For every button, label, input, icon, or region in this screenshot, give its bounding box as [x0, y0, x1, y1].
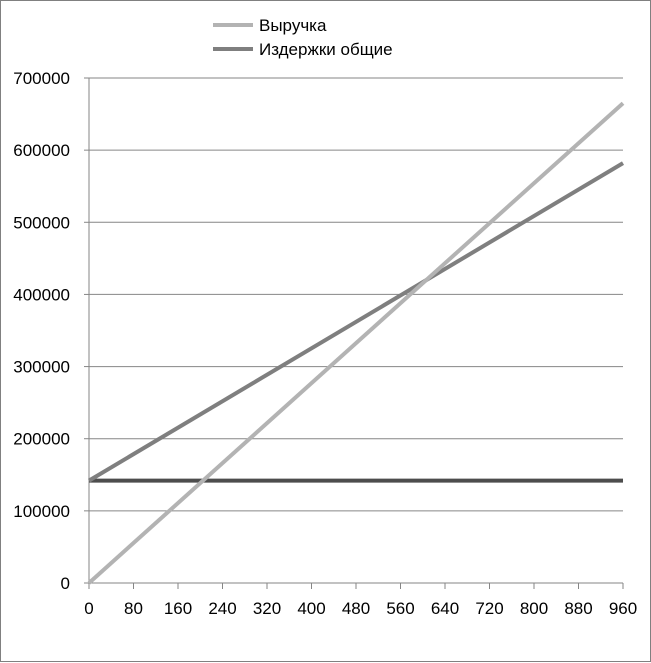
series-lines	[87, 101, 625, 585]
x-tick-labels: 0 80 160 240 320 400 480 560 640 720 800 880 960	[84, 599, 637, 618]
x-tick-label: 160	[164, 599, 192, 618]
x-tick-label: 880	[564, 599, 592, 618]
series-line-1	[87, 101, 625, 585]
x-tick-label: 720	[475, 599, 503, 618]
x-tick-label: 0	[84, 599, 93, 618]
x-tick-label: 240	[208, 599, 236, 618]
legend: Выручка Издержки общие	[213, 16, 393, 59]
legend-label: Издержки общие	[259, 40, 393, 59]
x-tick-label: 80	[124, 599, 143, 618]
x-tick-label: 800	[520, 599, 548, 618]
x-tick-label: 960	[609, 599, 637, 618]
series-line-2	[87, 161, 625, 483]
y-tick-label: 600000	[13, 141, 70, 160]
x-tick-label: 640	[431, 599, 459, 618]
x-tick-label: 480	[342, 599, 370, 618]
y-tick-label: 400000	[13, 285, 70, 304]
grid-lines	[89, 77, 623, 512]
y-tick-label: 700000	[13, 69, 70, 88]
x-tick-label: 400	[297, 599, 325, 618]
legend-label: Выручка	[259, 16, 327, 35]
y-tick-labels: 0 100000 200000 300000 400000 500000 600000 700…	[13, 69, 70, 593]
axes	[84, 77, 624, 589]
y-tick-label: 200000	[13, 430, 70, 449]
x-tick-label: 320	[253, 599, 281, 618]
y-tick-label: 300000	[13, 358, 70, 377]
x-tick-label: 560	[386, 599, 414, 618]
y-tick-label: 0	[61, 574, 70, 593]
y-tick-label: 100000	[13, 502, 70, 521]
y-tick-label: 500000	[13, 213, 70, 232]
